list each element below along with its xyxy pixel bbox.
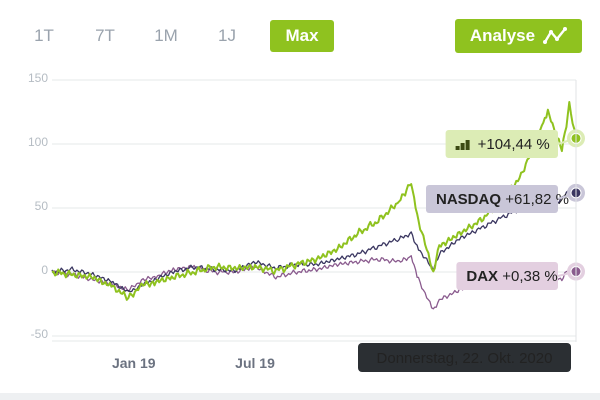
range-tab-7t[interactable]: 7T <box>95 26 115 45</box>
y-tick-label: 100 <box>28 135 48 149</box>
bar-chart-icon <box>455 140 470 150</box>
range-tabs: 1T 7T 1M 1J Max <box>20 20 347 52</box>
range-tab-max[interactable]: Max <box>270 20 334 52</box>
y-tick-label: 150 <box>28 71 48 85</box>
tooltip-background <box>358 343 571 372</box>
trend-line-icon <box>543 27 568 44</box>
series-label-value: +61,82 % <box>505 191 569 208</box>
range-tab-1m[interactable]: 1M <box>154 26 178 45</box>
tooltip-date: Donnerstag, 22. Okt. 2020 <box>377 350 553 367</box>
series-label-dax: DAX +0,38 % <box>456 262 585 290</box>
range-tab-1t[interactable]: 1T <box>34 26 54 45</box>
y-tick-label: 50 <box>35 199 49 213</box>
x-tick-label: Jan 19 <box>112 355 156 371</box>
series-label-name: DAX <box>466 268 498 285</box>
footer-bar <box>0 393 600 400</box>
series-label-main: +104,44 % <box>445 129 585 158</box>
series-labels: +104,44 % NASDAQ +61,82 % DAX +0,38 % <box>426 129 585 290</box>
analyse-button[interactable]: Analyse <box>455 19 582 53</box>
series-label-name: NASDAQ <box>436 191 501 208</box>
series-label-value: +0,38 % <box>502 268 557 285</box>
svg-text:+104,44 %: +104,44 % <box>478 136 550 153</box>
series-label-background <box>426 185 558 213</box>
svg-text:NASDAQ +61,82 %: NASDAQ +61,82 % <box>436 191 569 208</box>
x-tick-label: Jul 19 <box>235 355 275 371</box>
svg-text:DAX +0,38 %: DAX +0,38 % <box>466 268 557 285</box>
series-label-background <box>445 130 558 158</box>
analyse-button-label: Analyse <box>469 26 536 45</box>
series-label-background <box>456 262 558 290</box>
date-tooltip: Donnerstag, 22. Okt. 2020 <box>358 80 577 372</box>
y-tick-label: -50 <box>31 327 49 341</box>
series-label-value: +104,44 % <box>478 136 550 153</box>
y-axis: 150 100 50 0 -50 <box>28 71 48 341</box>
x-axis: Jan 19 Jul 19 <box>112 355 275 371</box>
y-tick-label: 0 <box>41 263 48 277</box>
series-label-nasdaq: NASDAQ +61,82 % <box>426 183 585 213</box>
range-tab-1j[interactable]: 1J <box>218 26 236 45</box>
